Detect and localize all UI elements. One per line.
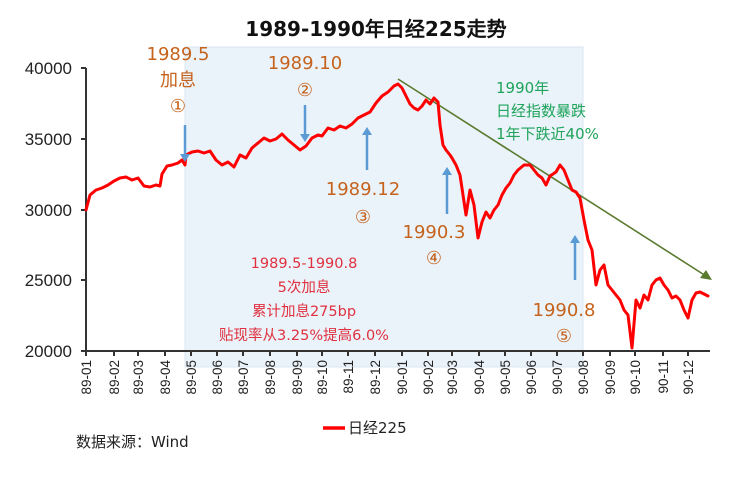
x-tick-label: 89-02 bbox=[107, 360, 122, 395]
x-tick-label: 90-07 bbox=[550, 360, 565, 395]
x-tick-label: 89-03 bbox=[131, 360, 146, 395]
x-tick-label: 89-06 bbox=[210, 360, 225, 395]
svg-text:加息: 加息 bbox=[160, 70, 196, 91]
x-axis: 89-01 89-02 89-03 89-04 89-05 89-06 89-07 89-08… bbox=[79, 350, 710, 395]
annotation-1990-8: 1990.8 ⑤ bbox=[533, 300, 596, 347]
svg-text:贴现率从3.25%提高6.0%: 贴现率从3.25%提高6.0% bbox=[219, 327, 389, 344]
svg-text:③: ③ bbox=[355, 207, 371, 228]
x-tick-label: 90-05 bbox=[498, 360, 513, 395]
arrow-up-icon bbox=[570, 235, 580, 280]
trendline-arrowhead-icon bbox=[700, 270, 712, 280]
svg-text:日经指数暴跌: 日经指数暴跌 bbox=[496, 102, 586, 120]
y-tick-label: 25000 bbox=[25, 271, 72, 290]
y-tick-label: 40000 bbox=[25, 59, 72, 78]
rate-hike-shaded-region bbox=[184, 46, 584, 368]
x-tick-label: 90-01 bbox=[395, 360, 410, 395]
svg-text:1990年: 1990年 bbox=[496, 79, 549, 97]
arrow-down-icon bbox=[180, 125, 190, 162]
y-axis: 40000 35000 30000 25000 20000 bbox=[25, 59, 87, 361]
x-tick-label: 90-11 bbox=[656, 360, 671, 394]
svg-text:②: ② bbox=[297, 80, 313, 101]
y-tick-label: 20000 bbox=[25, 342, 72, 361]
annotation-1989-5: 1989.5 加息 ① bbox=[147, 44, 210, 117]
nikkei-225-line bbox=[84, 82, 710, 350]
y-tick-label: 35000 bbox=[25, 130, 72, 149]
rate-hike-arrows bbox=[180, 105, 580, 280]
x-tick-label: 89-08 bbox=[263, 360, 278, 395]
annotation-1990-crash: 1990年 日经指数暴跌 1年下跌近40% bbox=[496, 79, 599, 143]
x-tick-label: 89-01 bbox=[79, 360, 94, 395]
x-tick-label: 89-05 bbox=[184, 360, 199, 395]
data-source: 数据来源：Wind bbox=[76, 433, 189, 451]
x-tick-label: 90-04 bbox=[472, 360, 487, 395]
x-tick-label: 89-09 bbox=[290, 360, 305, 395]
svg-text:1989.5: 1989.5 bbox=[147, 44, 210, 65]
svg-text:1989.12: 1989.12 bbox=[326, 179, 400, 200]
x-tick-label: 89-11 bbox=[341, 360, 356, 394]
legend: 日经225 bbox=[323, 419, 407, 437]
svg-text:1年下跌近40%: 1年下跌近40% bbox=[496, 125, 599, 143]
annotation-rate-hike-summary: 1989.5-1990.8 5次加息 累计加息275bp 贴现率从3.25%提高… bbox=[219, 256, 389, 344]
svg-text:5次加息: 5次加息 bbox=[278, 279, 331, 296]
svg-text:④: ④ bbox=[426, 248, 442, 269]
arrow-up-icon bbox=[362, 127, 372, 170]
legend-label: 日经225 bbox=[348, 419, 407, 437]
x-tick-label: 90-12 bbox=[681, 360, 696, 395]
x-tick-label: 89-07 bbox=[236, 360, 251, 395]
x-tick-label: 90-03 bbox=[445, 360, 460, 395]
svg-text:1989.10: 1989.10 bbox=[268, 53, 342, 74]
arrow-up-icon bbox=[442, 167, 452, 214]
y-tick-label: 30000 bbox=[25, 201, 72, 220]
arrow-down-icon bbox=[300, 105, 310, 142]
svg-text:1990.3: 1990.3 bbox=[403, 222, 466, 243]
svg-text:累计加息275bp: 累计加息275bp bbox=[252, 303, 356, 320]
x-tick-label: 89-04 bbox=[158, 360, 173, 395]
x-tick-label: 89-12 bbox=[368, 360, 383, 395]
x-tick-label: 90-09 bbox=[603, 360, 618, 395]
svg-text:①: ① bbox=[170, 96, 186, 117]
trendline bbox=[397, 78, 712, 280]
x-tick-label: 90-02 bbox=[421, 360, 436, 395]
svg-text:1990.8: 1990.8 bbox=[533, 300, 596, 321]
x-tick-label: 90-08 bbox=[576, 360, 591, 395]
x-tick-label: 89-10 bbox=[315, 360, 330, 395]
chart-title: 1989-1990年日经225走势 bbox=[245, 17, 506, 41]
annotation-1989-12: 1989.12 ③ bbox=[326, 179, 400, 228]
svg-text:1989.5-1990.8: 1989.5-1990.8 bbox=[251, 256, 358, 272]
x-tick-label: 90-10 bbox=[628, 360, 643, 395]
svg-text:⑤: ⑤ bbox=[556, 326, 572, 347]
annotation-1990-3: 1990.3 ④ bbox=[403, 222, 466, 269]
annotation-1989-10: 1989.10 ② bbox=[268, 53, 342, 101]
x-tick-label: 90-06 bbox=[524, 360, 539, 395]
